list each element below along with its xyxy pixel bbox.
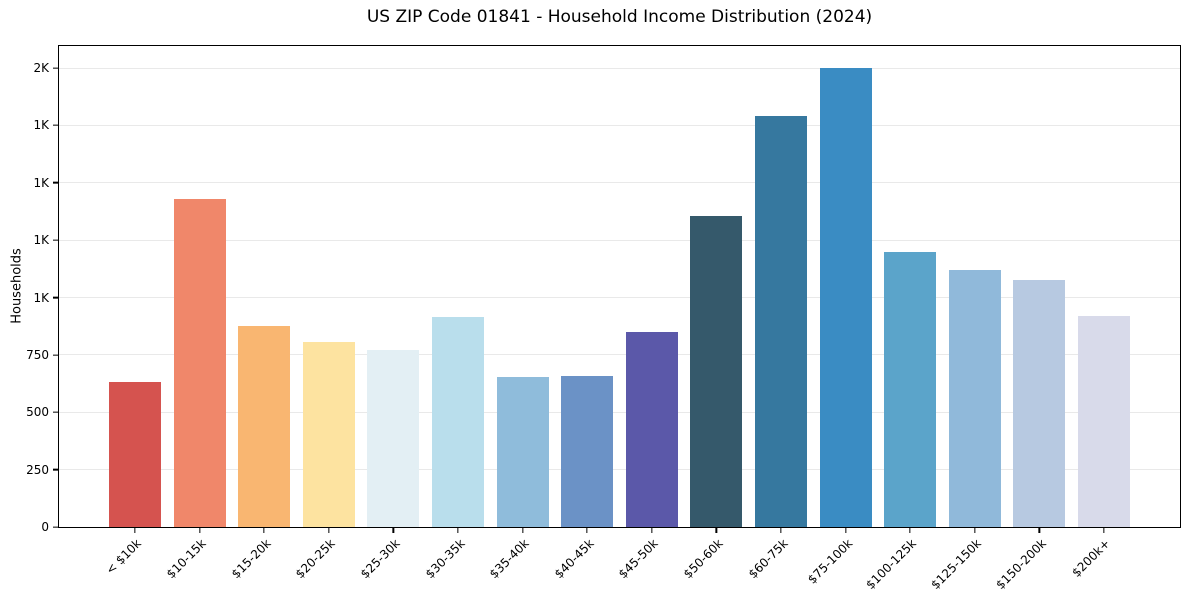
bar-15 — [1078, 316, 1130, 527]
y-tick-mark — [53, 411, 58, 413]
x-tick-label: $50-60k — [680, 536, 726, 582]
y-tick-mark — [53, 296, 58, 299]
x-tick-label: $10-15k — [163, 536, 209, 582]
y-tick-label: 750 — [26, 347, 49, 362]
x-tick-mark — [392, 528, 395, 533]
y-tick-mark — [53, 468, 58, 471]
chart-title: US ZIP Code 01841 - Household Income Dis… — [366, 7, 873, 27]
x-tick-mark — [457, 528, 459, 533]
x-tick-mark — [1038, 528, 1041, 533]
x-tick-mark — [909, 528, 911, 533]
bar-7 — [561, 375, 614, 527]
gridline — [59, 354, 1180, 356]
y-tick-mark — [53, 526, 58, 528]
bar-10 — [755, 116, 807, 527]
bar-0 — [109, 381, 161, 527]
gridline — [59, 411, 1180, 413]
y-tick-label: 1K — [33, 175, 49, 190]
y-tick-label: 2K — [33, 61, 49, 75]
gridline — [59, 124, 1180, 126]
x-tick-label: $150-200k — [992, 536, 1049, 590]
gridline — [59, 297, 1180, 298]
y-tick-mark — [53, 124, 58, 127]
bar-8 — [625, 331, 678, 527]
bar-2 — [238, 325, 291, 527]
bar-11 — [819, 68, 872, 527]
gridline — [59, 182, 1180, 184]
x-tick-label: $45-50k — [616, 536, 662, 582]
x-tick-mark — [198, 528, 201, 533]
y-tick-mark — [53, 67, 58, 69]
x-tick-mark — [651, 528, 653, 533]
x-tick-mark — [521, 528, 524, 533]
x-tick-mark — [586, 528, 588, 533]
bar-3 — [302, 341, 355, 527]
bar-14 — [1013, 279, 1066, 527]
x-tick-mark — [134, 528, 136, 533]
gridline — [59, 67, 1180, 69]
x-tick-mark — [780, 528, 782, 533]
y-tick-mark — [53, 239, 58, 241]
x-tick-mark — [974, 528, 976, 533]
bar-6 — [496, 376, 549, 527]
x-tick-label: $25-30k — [357, 536, 403, 582]
x-tick-label: $40-45k — [551, 536, 597, 582]
y-tick-label: 1K — [33, 290, 49, 305]
x-tick-label: $75-100k — [804, 536, 855, 587]
gridline — [59, 239, 1180, 241]
x-tick-label: $100-125k — [863, 536, 920, 590]
y-axis-label: Households — [9, 248, 25, 324]
x-tick-label: $35-40k — [486, 536, 532, 582]
y-tick-label: 0 — [41, 520, 49, 534]
y-tick-label: 250 — [26, 462, 49, 477]
y-tick-label: 500 — [26, 405, 49, 420]
x-tick-label: $60-75k — [745, 536, 791, 582]
y-tick-label: 1K — [33, 233, 49, 248]
x-tick-label: $30-35k — [422, 536, 468, 582]
bar-12 — [884, 252, 937, 527]
x-tick-mark — [844, 528, 847, 533]
x-tick-label: $15-20k — [228, 536, 274, 582]
bar-9 — [690, 215, 743, 527]
x-tick-mark — [263, 528, 265, 533]
y-tick-mark — [53, 182, 58, 184]
x-tick-mark — [715, 528, 718, 533]
bar-5 — [432, 317, 484, 527]
x-tick-mark — [328, 528, 330, 533]
y-tick-mark — [53, 354, 58, 356]
x-tick-mark — [1103, 528, 1105, 533]
x-tick-label: $125-150k — [928, 536, 985, 590]
plot-area: 0 250 500 750 1K 1K 1K 1K 2K < $10k $10-15k $15-20k… — [26, 45, 1181, 590]
x-tick-label: $20-25k — [293, 536, 339, 582]
bar-1 — [173, 199, 226, 527]
bar-4 — [367, 350, 420, 527]
x-tick-label: < $10k — [103, 536, 145, 578]
x-tick-label: $200k+ — [1069, 536, 1114, 580]
bar-13 — [948, 269, 1001, 527]
y-tick-label: 1K — [33, 118, 49, 133]
gridline — [59, 469, 1180, 471]
